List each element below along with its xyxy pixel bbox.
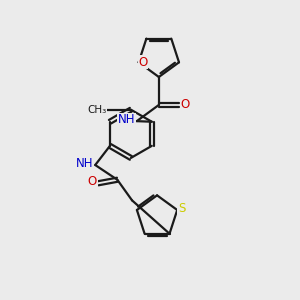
Text: CH₃: CH₃: [87, 105, 106, 115]
Text: O: O: [88, 175, 97, 188]
Text: NH: NH: [118, 113, 135, 126]
Text: O: O: [181, 98, 190, 111]
Text: NH: NH: [76, 157, 94, 170]
Text: S: S: [178, 202, 185, 215]
Text: O: O: [139, 56, 148, 69]
